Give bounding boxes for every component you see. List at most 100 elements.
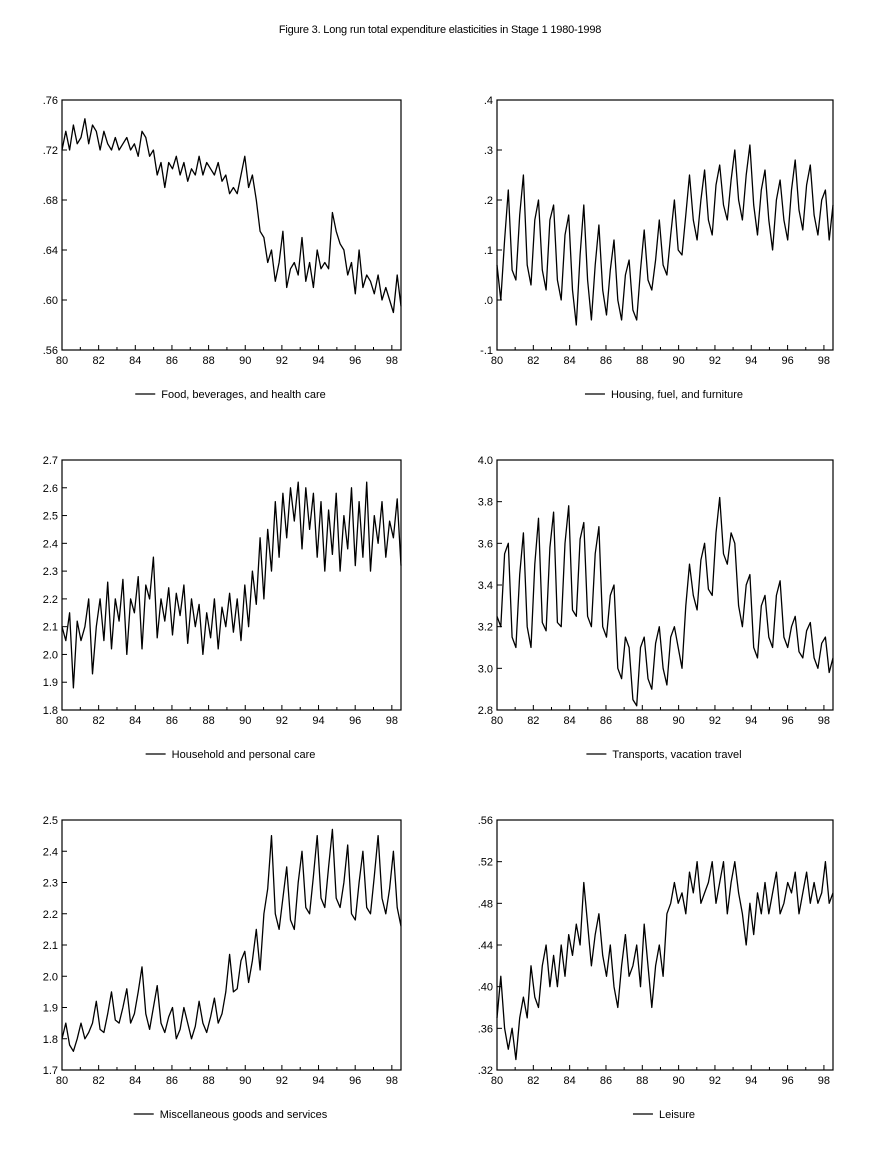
x-tick-label: 80 <box>491 355 503 367</box>
y-tick-label: .44 <box>478 940 493 952</box>
y-tick-label: 2.3 <box>43 878 58 890</box>
y-tick-label: 4.0 <box>478 455 493 467</box>
y-tick-label: .64 <box>43 245 58 257</box>
y-tick-label: 1.8 <box>43 1034 58 1046</box>
y-tick-label: .36 <box>478 1023 493 1035</box>
x-tick-label: 94 <box>312 715 324 727</box>
y-tick-label: 2.2 <box>43 909 58 921</box>
x-tick-label: 94 <box>745 715 757 727</box>
x-tick-label: 82 <box>93 1075 105 1087</box>
x-tick-label: 86 <box>600 715 612 727</box>
x-tick-label: 92 <box>709 715 721 727</box>
x-tick-label: 80 <box>56 715 68 727</box>
y-tick-label: 2.1 <box>43 940 58 952</box>
y-tick-label: .60 <box>43 295 58 307</box>
series-line <box>61 481 402 689</box>
x-tick-label: 84 <box>564 355 576 367</box>
y-tick-label: .52 <box>478 857 493 869</box>
x-tick-label: 82 <box>93 715 105 727</box>
legend-label: Leisure <box>659 1109 695 1121</box>
x-tick-label: 92 <box>276 355 288 367</box>
y-tick-label: .56 <box>478 815 493 827</box>
y-tick-label: .48 <box>478 898 493 910</box>
x-tick-label: 82 <box>527 1075 539 1087</box>
y-tick-label: 2.4 <box>43 538 58 550</box>
y-tick-label: 2.0 <box>43 971 58 983</box>
x-tick-label: 92 <box>709 355 721 367</box>
y-tick-label: -.1 <box>480 345 493 357</box>
x-tick-label: 86 <box>600 355 612 367</box>
y-tick-label: 3.8 <box>478 497 493 509</box>
x-tick-label: 98 <box>818 1075 830 1087</box>
y-tick-label: .76 <box>43 95 58 107</box>
x-tick-label: 98 <box>818 715 830 727</box>
x-tick-label: 92 <box>276 715 288 727</box>
x-tick-label: 98 <box>818 355 830 367</box>
y-tick-label: 2.8 <box>478 705 493 717</box>
x-tick-label: 92 <box>709 1075 721 1087</box>
y-tick-label: 2.5 <box>43 815 58 827</box>
x-tick-label: 88 <box>636 1075 648 1087</box>
x-tick-label: 90 <box>672 1075 684 1087</box>
plot-frame <box>61 99 402 351</box>
series-line <box>61 118 402 314</box>
y-tick-label: 1.7 <box>43 1065 58 1077</box>
y-tick-label: 3.0 <box>478 663 493 675</box>
x-tick-label: 90 <box>239 715 251 727</box>
x-tick-label: 92 <box>276 1075 288 1087</box>
x-tick-label: 84 <box>564 715 576 727</box>
x-tick-label: 88 <box>636 355 648 367</box>
y-tick-label: .0 <box>484 295 493 307</box>
y-tick-label: .32 <box>478 1065 493 1077</box>
y-tick-label: 3.6 <box>478 538 493 550</box>
x-tick-label: 96 <box>781 1075 793 1087</box>
x-tick-label: 98 <box>386 715 398 727</box>
y-tick-label: 2.3 <box>43 566 58 578</box>
x-tick-label: 86 <box>166 715 178 727</box>
x-tick-label: 80 <box>491 1075 503 1087</box>
series-line <box>496 496 834 707</box>
y-tick-label: 2.2 <box>43 594 58 606</box>
x-tick-label: 94 <box>312 355 324 367</box>
plot-frame <box>496 459 834 711</box>
y-tick-label: 1.9 <box>43 1003 58 1015</box>
x-tick-label: 94 <box>312 1075 324 1087</box>
x-tick-label: 90 <box>672 355 684 367</box>
y-tick-label: 2.4 <box>43 846 58 858</box>
x-tick-label: 88 <box>202 355 214 367</box>
y-tick-label: 3.2 <box>478 622 493 634</box>
y-tick-label: .4 <box>484 95 493 107</box>
x-tick-label: 88 <box>636 715 648 727</box>
y-tick-label: .68 <box>43 195 58 207</box>
y-tick-label: .40 <box>478 982 493 994</box>
y-tick-label: .2 <box>484 195 493 207</box>
x-tick-label: 94 <box>745 1075 757 1087</box>
legend-label: Housing, fuel, and furniture <box>611 389 743 401</box>
x-tick-label: 86 <box>600 1075 612 1087</box>
y-tick-label: 2.0 <box>43 649 58 661</box>
x-tick-label: 96 <box>781 355 793 367</box>
y-tick-label: 2.5 <box>43 511 58 523</box>
x-tick-label: 80 <box>491 715 503 727</box>
x-tick-label: 98 <box>386 1075 398 1087</box>
legend-label: Household and personal care <box>172 749 316 761</box>
legend-label: Food, beverages, and health care <box>161 389 326 401</box>
y-tick-label: .72 <box>43 145 58 157</box>
x-tick-label: 82 <box>527 715 539 727</box>
plot-frame <box>61 459 402 711</box>
x-tick-label: 86 <box>166 1075 178 1087</box>
x-tick-label: 80 <box>56 1075 68 1087</box>
y-tick-label: .1 <box>484 245 493 257</box>
legend-label: Transports, vacation travel <box>612 749 741 761</box>
x-tick-label: 90 <box>672 715 684 727</box>
y-tick-label: 1.8 <box>43 705 58 717</box>
x-tick-label: 84 <box>129 715 141 727</box>
x-tick-label: 80 <box>56 355 68 367</box>
x-tick-label: 82 <box>93 355 105 367</box>
x-tick-label: 98 <box>386 355 398 367</box>
series-line <box>496 144 834 326</box>
x-tick-label: 96 <box>349 355 361 367</box>
x-tick-label: 88 <box>202 1075 214 1087</box>
y-tick-label: 1.9 <box>43 677 58 689</box>
